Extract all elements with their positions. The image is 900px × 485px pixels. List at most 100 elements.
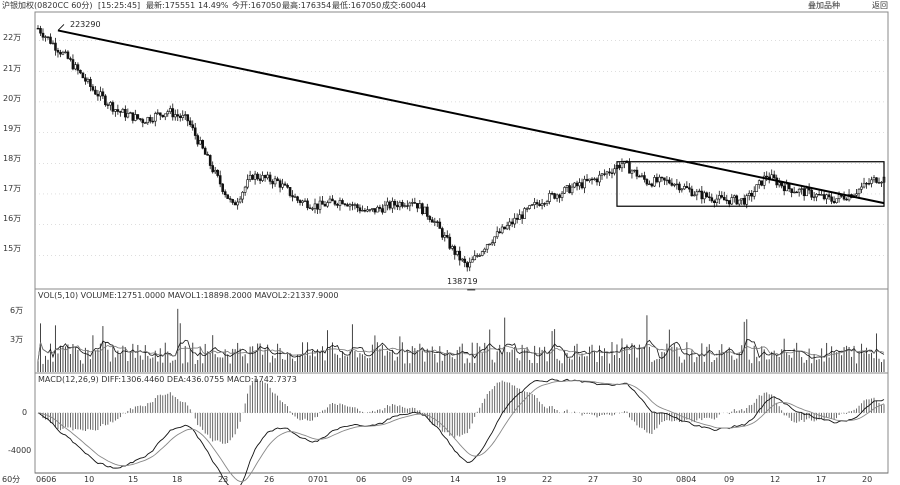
- x-axis-label: 0804: [676, 475, 696, 484]
- candle-body: [802, 188, 806, 197]
- candle-body: [670, 182, 674, 186]
- candle-body: [151, 120, 155, 123]
- candle-body: [213, 169, 217, 173]
- candle-body: [46, 36, 50, 38]
- candle-body: [533, 202, 536, 205]
- candle-body: [316, 203, 319, 210]
- candle-body: [166, 111, 170, 115]
- candle-body: [438, 221, 442, 229]
- candle-body: [401, 202, 404, 207]
- candle-body: [837, 194, 841, 200]
- candle-body: [460, 258, 464, 261]
- x-axis-label: 19: [496, 475, 506, 484]
- candle-body: [608, 171, 611, 174]
- candle-body: [555, 194, 559, 199]
- candle-body: [343, 203, 347, 205]
- candle-body: [393, 200, 397, 206]
- candle-body: [787, 183, 791, 190]
- candle-body: [862, 182, 866, 188]
- candle-body: [485, 244, 489, 250]
- candle-body: [263, 175, 267, 179]
- price-y-tick: 17万: [3, 184, 21, 193]
- candle-body: [231, 199, 234, 203]
- candle-body: [44, 36, 47, 38]
- macd-y-tick: -4000: [8, 446, 31, 455]
- candle-body: [445, 234, 449, 238]
- candle-body: [463, 258, 467, 263]
- candle-body: [750, 192, 754, 197]
- candle-body: [558, 194, 561, 198]
- candle-body: [221, 183, 224, 192]
- candle-body: [119, 111, 122, 113]
- candle-body: [303, 200, 307, 203]
- candle-body: [206, 154, 209, 156]
- consolidation-box: [616, 161, 885, 207]
- candle-body: [71, 59, 75, 70]
- candle-body: [91, 86, 95, 91]
- candle-body: [735, 195, 739, 205]
- candle-body: [762, 175, 766, 186]
- candle-body: [191, 124, 195, 129]
- candle-body: [256, 173, 259, 180]
- candle-body: [580, 182, 584, 189]
- candle-body: [186, 114, 190, 122]
- candle-body: [283, 183, 287, 186]
- candle-body: [528, 205, 531, 209]
- candle-body: [545, 201, 549, 204]
- candle-body: [538, 203, 541, 206]
- candle-body: [41, 32, 45, 38]
- candle-body: [620, 163, 624, 169]
- candle-body: [253, 173, 257, 180]
- candle-body: [683, 186, 686, 190]
- high-marker: [57, 24, 65, 31]
- candle-body: [111, 102, 115, 112]
- candle-body: [388, 201, 392, 209]
- candle-body: [700, 190, 704, 200]
- back-button[interactable]: 返回: [872, 1, 888, 10]
- position-value: 成交:60044: [382, 1, 427, 10]
- candle-body: [473, 255, 477, 261]
- candle-body: [550, 193, 554, 195]
- candle-body: [286, 184, 289, 188]
- candle-body: [408, 202, 412, 207]
- candle-body: [296, 196, 299, 201]
- candle-body: [271, 181, 274, 185]
- price-y-tick: 15万: [3, 244, 21, 253]
- overlay-button[interactable]: 叠加品种: [808, 1, 840, 10]
- candle-body: [465, 262, 469, 268]
- candle-body: [525, 208, 529, 210]
- candle-body: [690, 188, 694, 197]
- x-axis-label: 0606: [36, 475, 56, 484]
- macd-dea-line: [37, 380, 885, 483]
- open-price: 今开:167050: [232, 1, 282, 10]
- candle-body: [730, 197, 734, 205]
- candle-body: [423, 206, 427, 215]
- candle-body: [693, 194, 696, 197]
- volume-bars: [37, 308, 885, 372]
- candle-body: [203, 147, 207, 155]
- candle-body: [665, 179, 669, 182]
- candle-body: [153, 113, 157, 122]
- candle-body: [820, 194, 823, 196]
- candle-body: [703, 192, 706, 200]
- candle-body: [832, 201, 836, 203]
- trend-line: [57, 29, 885, 205]
- candle-body: [645, 179, 649, 185]
- candle-body: [570, 186, 574, 194]
- candle-body: [273, 178, 277, 185]
- candle-body: [510, 221, 514, 225]
- candle-body: [490, 242, 494, 245]
- candle-body: [458, 250, 462, 261]
- candle-body: [495, 231, 499, 238]
- candle-body: [600, 173, 604, 176]
- candle-body: [845, 198, 848, 201]
- candle-body: [515, 217, 519, 220]
- candle-body: [715, 198, 719, 203]
- candle-body: [326, 202, 329, 207]
- candle-body: [268, 174, 272, 182]
- candle-body: [590, 178, 594, 181]
- x-axis-label: 18: [172, 475, 182, 484]
- candle-body: [543, 203, 546, 205]
- candle-body: [66, 51, 70, 59]
- candle-body: [435, 221, 439, 223]
